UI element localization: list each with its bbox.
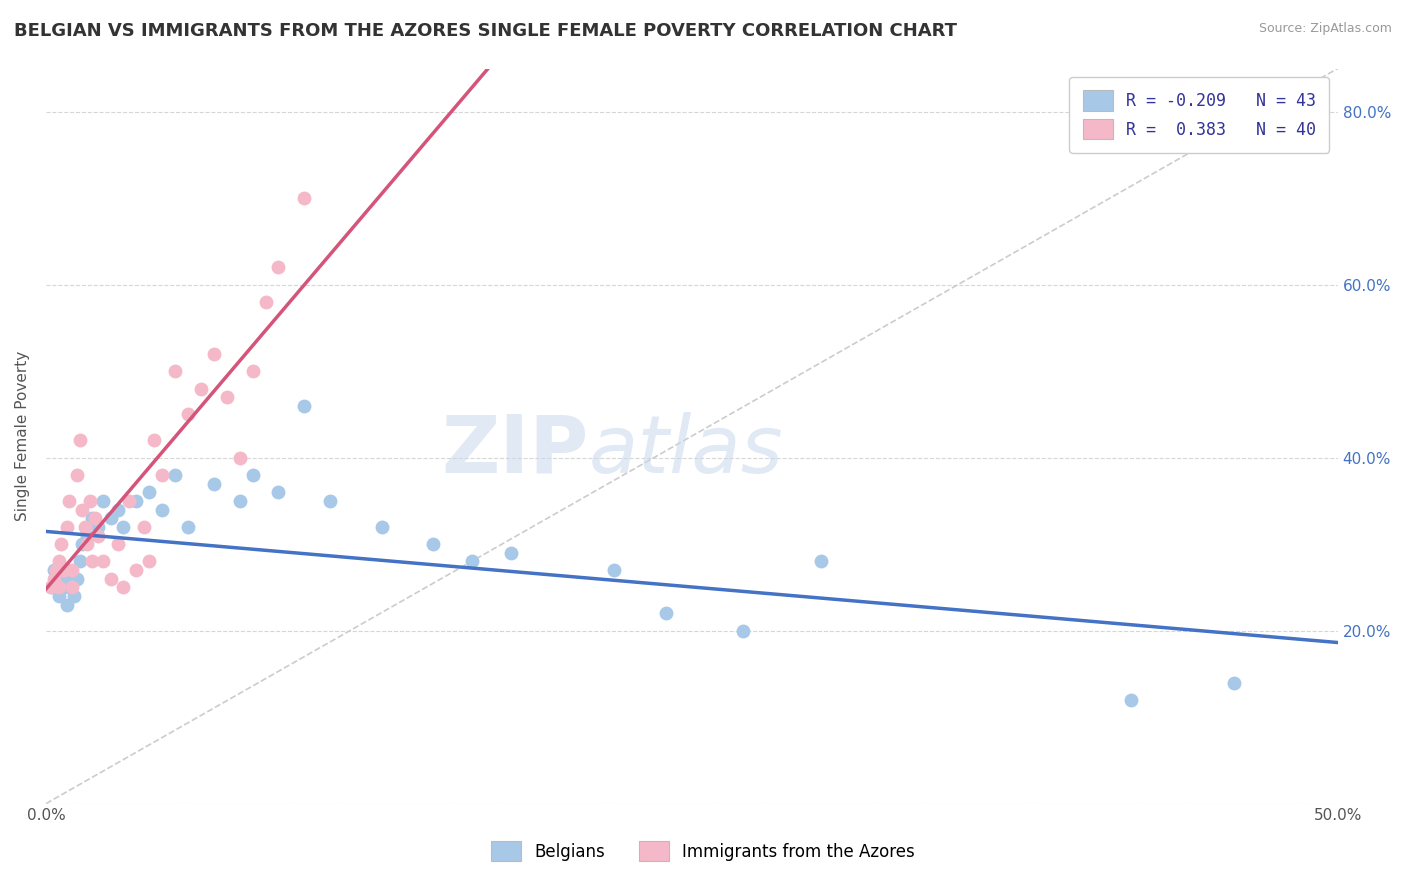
Point — [58, 494, 80, 508]
Point — [371, 520, 394, 534]
Point — [91, 554, 114, 568]
Point — [82, 511, 104, 525]
Text: Source: ZipAtlas.com: Source: ZipAtlas.com — [1258, 22, 1392, 36]
Point — [215, 390, 238, 404]
Point — [150, 467, 173, 482]
Point — [91, 494, 114, 508]
Point — [48, 589, 70, 603]
Point — [86, 528, 108, 542]
Point — [267, 260, 290, 275]
Point — [242, 364, 264, 378]
Point — [107, 502, 129, 516]
Text: atlas: atlas — [589, 412, 783, 490]
Point — [292, 191, 315, 205]
Point — [86, 520, 108, 534]
Point — [66, 467, 89, 482]
Point — [292, 399, 315, 413]
Point — [143, 434, 166, 448]
Point — [76, 528, 98, 542]
Point — [117, 494, 139, 508]
Point — [63, 589, 86, 603]
Point — [55, 598, 77, 612]
Point — [39, 581, 62, 595]
Point — [100, 511, 122, 525]
Point — [107, 537, 129, 551]
Point — [461, 554, 484, 568]
Point — [733, 624, 755, 638]
Point — [810, 554, 832, 568]
Point — [39, 581, 62, 595]
Point — [165, 467, 187, 482]
Point — [228, 450, 250, 465]
Point — [190, 382, 212, 396]
Point — [66, 572, 89, 586]
Point — [48, 554, 70, 568]
Point — [60, 572, 83, 586]
Point — [84, 511, 107, 525]
Point — [165, 364, 187, 378]
Y-axis label: Single Female Poverty: Single Female Poverty — [15, 351, 30, 521]
Point — [125, 494, 148, 508]
Point — [422, 537, 444, 551]
Point — [202, 347, 225, 361]
Legend: R = -0.209   N = 43, R =  0.383   N = 40: R = -0.209 N = 43, R = 0.383 N = 40 — [1070, 77, 1329, 153]
Point — [42, 572, 65, 586]
Point — [55, 563, 77, 577]
Point — [499, 546, 522, 560]
Point — [177, 408, 200, 422]
Point — [202, 476, 225, 491]
Point — [228, 494, 250, 508]
Point — [150, 502, 173, 516]
Point — [53, 581, 76, 595]
Point — [1119, 693, 1142, 707]
Point — [655, 607, 678, 621]
Point — [69, 434, 91, 448]
Point — [51, 572, 73, 586]
Point — [55, 520, 77, 534]
Point — [82, 554, 104, 568]
Point — [138, 554, 160, 568]
Point — [42, 563, 65, 577]
Point — [69, 554, 91, 568]
Point — [79, 494, 101, 508]
Point — [60, 563, 83, 577]
Point — [134, 520, 156, 534]
Point — [76, 537, 98, 551]
Point — [100, 572, 122, 586]
Point — [45, 581, 67, 595]
Point — [58, 581, 80, 595]
Point — [45, 563, 67, 577]
Legend: Belgians, Immigrants from the Azores: Belgians, Immigrants from the Azores — [478, 828, 928, 875]
Point — [1223, 675, 1246, 690]
Point — [319, 494, 342, 508]
Text: ZIP: ZIP — [441, 412, 589, 490]
Point — [254, 295, 277, 310]
Point — [177, 520, 200, 534]
Point — [70, 537, 93, 551]
Point — [112, 581, 135, 595]
Point — [242, 467, 264, 482]
Point — [51, 537, 73, 551]
Point — [603, 563, 626, 577]
Text: BELGIAN VS IMMIGRANTS FROM THE AZORES SINGLE FEMALE POVERTY CORRELATION CHART: BELGIAN VS IMMIGRANTS FROM THE AZORES SI… — [14, 22, 957, 40]
Point — [70, 502, 93, 516]
Point — [138, 485, 160, 500]
Point — [125, 563, 148, 577]
Point — [53, 563, 76, 577]
Point — [73, 520, 96, 534]
Point — [267, 485, 290, 500]
Point — [48, 581, 70, 595]
Point — [112, 520, 135, 534]
Point — [60, 581, 83, 595]
Point — [48, 563, 70, 577]
